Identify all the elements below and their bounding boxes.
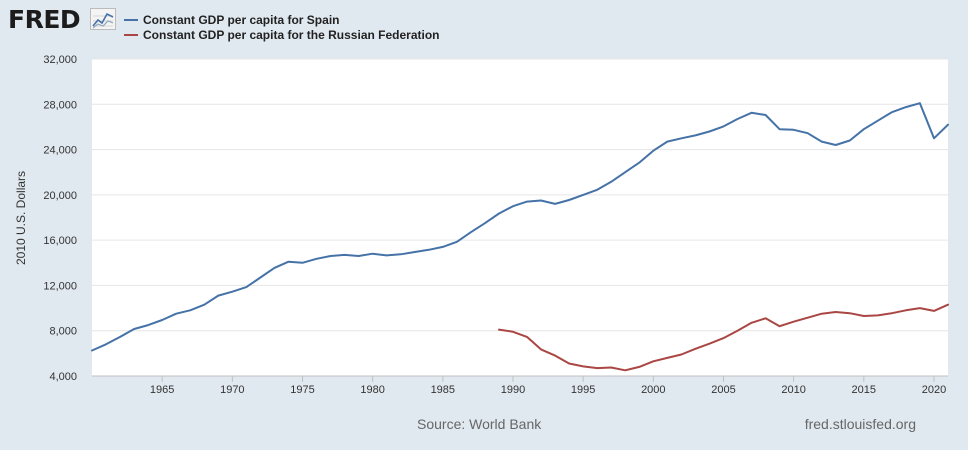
x-tick-label: 1985 bbox=[431, 384, 455, 396]
chart-header: FRED Constant GDP per capita for Spain C… bbox=[0, 0, 968, 50]
x-tick-label: 1995 bbox=[571, 384, 595, 396]
legend-item-spain[interactable]: Constant GDP per capita for Spain bbox=[124, 12, 440, 27]
x-tick-label: 2000 bbox=[641, 384, 665, 396]
y-tick-label: 32,000 bbox=[43, 54, 77, 66]
legend-label-russia: Constant GDP per capita for the Russian … bbox=[143, 27, 440, 42]
x-tick-label: 2015 bbox=[852, 384, 876, 396]
x-tick-label: 1970 bbox=[220, 384, 244, 396]
y-tick-label: 8,000 bbox=[49, 326, 77, 338]
gridlines bbox=[92, 58, 948, 377]
legend-label-spain: Constant GDP per capita for Spain bbox=[143, 12, 340, 27]
x-axis: 1965 1970 1975 1980 1985 1990 1995 2000 2005 2010… bbox=[92, 375, 948, 396]
x-tick-label: 1965 bbox=[150, 384, 174, 396]
legend-item-russia[interactable]: Constant GDP per capita for the Russian … bbox=[124, 27, 440, 42]
source-note: Source: World Bank bbox=[417, 416, 542, 432]
legend-swatch-spain bbox=[124, 18, 138, 21]
series-line-russia bbox=[498, 303, 949, 372]
x-tick-label: 2010 bbox=[781, 384, 805, 396]
legend: Constant GDP per capita for Spain Consta… bbox=[124, 12, 440, 42]
fred-graph-icon bbox=[90, 8, 116, 30]
x-tick-label: 1990 bbox=[501, 384, 525, 396]
y-tick-label: 24,000 bbox=[43, 145, 77, 157]
y-tick-label: 4,000 bbox=[49, 371, 77, 383]
x-tick-label: 1980 bbox=[360, 384, 384, 396]
y-tick-label: 12,000 bbox=[43, 280, 77, 292]
fred-logo[interactable]: FRED bbox=[8, 5, 81, 34]
y-tick-label: 20,000 bbox=[43, 190, 77, 202]
y-axis-label: 2010 U.S. Dollars bbox=[14, 171, 28, 265]
x-tick-label: 2005 bbox=[711, 384, 735, 396]
legend-swatch-russia bbox=[124, 33, 138, 36]
fred-url-link[interactable]: fred.stlouisfed.org bbox=[804, 416, 916, 432]
y-axis-tick-labels: 4,000 8,000 12,000 16,000 20,000 24,000 28,000… bbox=[43, 54, 77, 383]
x-tick-label: 1975 bbox=[290, 384, 314, 396]
plot-area bbox=[92, 59, 948, 376]
series-lines bbox=[91, 102, 949, 372]
series-line-spain bbox=[91, 102, 949, 352]
y-tick-label: 16,000 bbox=[43, 235, 77, 247]
x-tick-label: 2020 bbox=[922, 384, 946, 396]
y-tick-label: 28,000 bbox=[43, 99, 77, 111]
